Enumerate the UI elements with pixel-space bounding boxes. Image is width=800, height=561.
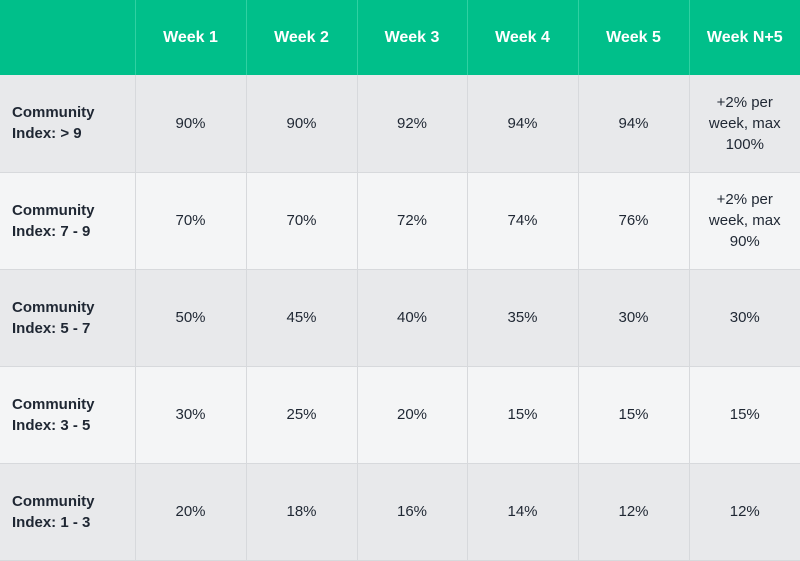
cell: 74% <box>466 172 578 270</box>
column-header: Week 4 <box>466 0 578 75</box>
table-row: Community Index: 3 - 5 30% 25% 20% 15% 15% 15% <box>0 366 800 464</box>
cell: 30% <box>577 269 689 367</box>
row-label: Community Index: 7 - 9 <box>0 172 135 270</box>
cell: 30% <box>688 269 800 367</box>
cell: 15% <box>577 366 689 464</box>
cell: +2% per week, max 90% <box>688 172 800 270</box>
cell: 30% <box>134 366 246 464</box>
table-row: Community Index: 7 - 9 70% 70% 72% 74% 76% +2%… <box>0 172 800 270</box>
header-row: Week 1 Week 2 Week 3 Week 4 Week 5 Week N+5 <box>0 0 800 75</box>
table-row: Community Index: > 9 90% 90% 92% 94% 94% +2% p… <box>0 75 800 173</box>
cell: 20% <box>134 463 246 561</box>
cell: 90% <box>134 75 246 173</box>
row-label: Community Index: 5 - 7 <box>0 269 135 367</box>
cell: 12% <box>577 463 689 561</box>
table-body: Community Index: > 9 90% 90% 92% 94% 94% +2% p… <box>0 75 800 561</box>
cell: 92% <box>356 75 467 173</box>
cell: +2% per week, max 100% <box>688 75 800 173</box>
cell: 16% <box>356 463 467 561</box>
cell: 94% <box>466 75 578 173</box>
cell: 40% <box>356 269 467 367</box>
cell: 90% <box>245 75 357 173</box>
column-header: Week N+5 <box>688 0 800 75</box>
cell: 70% <box>134 172 246 270</box>
cell: 70% <box>245 172 357 270</box>
cell: 20% <box>356 366 467 464</box>
column-header: Week 3 <box>356 0 467 75</box>
corner-cell <box>0 0 135 75</box>
cell: 25% <box>245 366 357 464</box>
cell: 14% <box>466 463 578 561</box>
row-label: Community Index: 3 - 5 <box>0 366 135 464</box>
column-header: Week 5 <box>577 0 689 75</box>
row-label: Community Index: 1 - 3 <box>0 463 135 561</box>
row-label: Community Index: > 9 <box>0 75 135 173</box>
cell: 18% <box>245 463 357 561</box>
cell: 76% <box>577 172 689 270</box>
column-header: Week 2 <box>245 0 357 75</box>
cell: 50% <box>134 269 246 367</box>
column-header: Week 1 <box>134 0 246 75</box>
cell: 94% <box>577 75 689 173</box>
cell: 15% <box>466 366 578 464</box>
cell: 45% <box>245 269 357 367</box>
cell: 12% <box>688 463 800 561</box>
table-row: Community Index: 5 - 7 50% 45% 40% 35% 30% 30% <box>0 269 800 367</box>
table-row: Community Index: 1 - 3 20% 18% 16% 14% 12% 12% <box>0 463 800 561</box>
cell: 35% <box>466 269 578 367</box>
cell: 72% <box>356 172 467 270</box>
cell: 15% <box>688 366 800 464</box>
